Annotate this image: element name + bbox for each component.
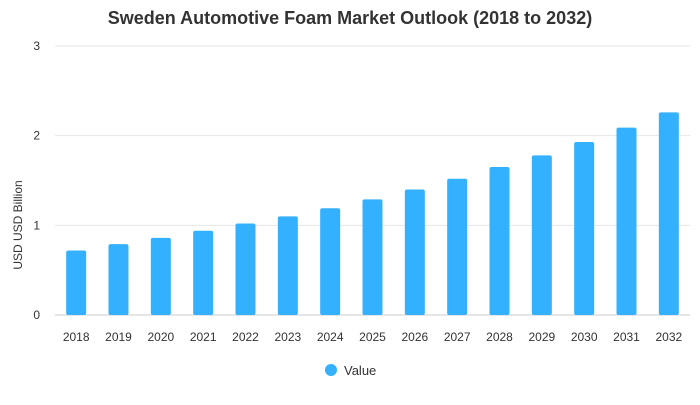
x-axis-ticks: 2018 2019 2020 2021 2022 2023 2024 2025 2026 2027… [63, 330, 683, 344]
bar-2030[interactable] [574, 141, 595, 315]
bar-2022[interactable] [235, 223, 256, 315]
bar-2024[interactable] [320, 208, 341, 315]
x-tick-label: 2024 [317, 330, 344, 344]
legend[interactable]: Value [325, 363, 376, 378]
x-tick-label: 2028 [486, 330, 513, 344]
bar-2028[interactable] [489, 167, 510, 315]
bar-2023[interactable] [277, 216, 298, 315]
x-tick-label: 2032 [655, 330, 682, 344]
x-tick-label: 2027 [444, 330, 471, 344]
x-tick-label: 2031 [613, 330, 640, 344]
x-tick-label: 2026 [401, 330, 428, 344]
legend-label[interactable]: Value [344, 363, 376, 378]
bar-2018[interactable] [66, 250, 87, 315]
bar-2019[interactable] [108, 244, 129, 315]
bar-2029[interactable] [531, 155, 552, 315]
y-tick-label: 3 [33, 39, 40, 53]
x-tick-label: 2022 [232, 330, 259, 344]
x-tick-label: 2019 [105, 330, 132, 344]
x-tick-label: 2025 [359, 330, 386, 344]
bar-2032[interactable] [658, 112, 679, 315]
x-tick-label: 2021 [190, 330, 217, 344]
bar-2025[interactable] [362, 199, 383, 315]
x-tick-label: 2020 [147, 330, 174, 344]
y-tick-label: 1 [33, 218, 40, 232]
x-tick-label: 2018 [63, 330, 90, 344]
y-axis-ticks: 0 1 2 3 [33, 39, 40, 322]
y-axis-label: USD USD Billion [11, 180, 25, 269]
legend-marker-icon[interactable] [325, 364, 337, 376]
y-tick-label: 2 [33, 129, 40, 143]
chart-title: Sweden Automotive Foam Market Outlook (2… [107, 8, 593, 28]
bars [66, 112, 679, 315]
bar-2026[interactable] [404, 189, 425, 315]
x-tick-label: 2030 [571, 330, 598, 344]
bar-2020[interactable] [150, 237, 171, 315]
x-tick-label: 2029 [528, 330, 555, 344]
x-tick-label: 2023 [274, 330, 301, 344]
bar-2031[interactable] [616, 127, 637, 315]
y-tick-label: 0 [33, 308, 40, 322]
bar-2027[interactable] [447, 178, 468, 315]
bar-2021[interactable] [193, 230, 214, 315]
